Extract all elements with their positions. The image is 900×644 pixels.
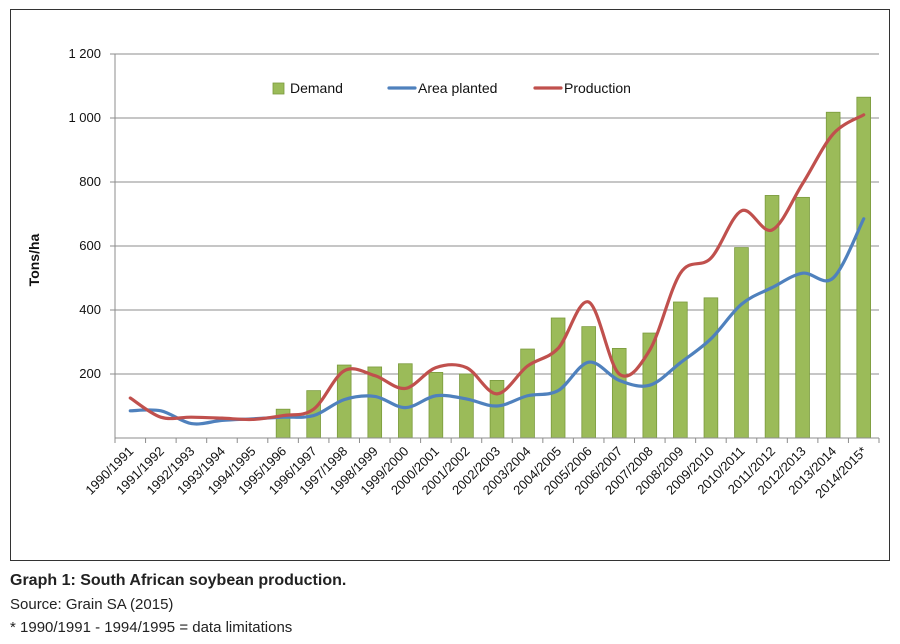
bar-demand-20012002: [459, 373, 474, 439]
legend-label-area-planted: Area planted: [418, 80, 497, 96]
point-area-planted: [802, 273, 803, 274]
point-area-planted: [160, 410, 161, 411]
bar-demand-20042005: [550, 317, 566, 439]
point-production: [344, 370, 345, 371]
point-area-planted: [130, 410, 131, 411]
point-production: [405, 388, 406, 389]
y-tick-label: 800: [79, 174, 101, 189]
bar-demand-20122013: [795, 196, 810, 439]
point-area-planted: [374, 396, 375, 397]
point-area-planted: [863, 218, 864, 219]
point-production: [466, 367, 467, 368]
point-production: [374, 375, 375, 376]
bar-demand-20062007: [611, 347, 627, 439]
figure-caption-source: Source: Grain SA (2015): [10, 596, 174, 613]
demand-bars: [275, 96, 871, 439]
point-area-planted: [741, 304, 742, 305]
figure-caption-note: * 1990/1991 - 1994/1995 = data limitatio…: [10, 619, 293, 636]
legend: Demand Area planted Production: [272, 80, 631, 96]
point-area-planted: [466, 398, 467, 399]
legend-label-production: Production: [564, 80, 631, 96]
point-area-planted: [558, 390, 559, 391]
y-tick-label: 1 200: [68, 46, 101, 61]
point-area-planted: [435, 395, 436, 396]
y-tick-labels: 200 400 600 800 1 000 1 200: [68, 46, 101, 381]
y-tick-label: 200: [79, 366, 101, 381]
line-production: [128, 113, 866, 422]
y-tick-label: 400: [79, 302, 101, 317]
point-production: [527, 365, 528, 366]
bar-demand-20102011: [734, 247, 749, 439]
bar-demand-20082009: [673, 301, 688, 439]
point-area-planted: [649, 385, 650, 386]
point-production: [435, 367, 436, 368]
point-production: [588, 301, 589, 302]
y-tick-label: 600: [79, 238, 101, 253]
point-production: [496, 393, 497, 394]
bar-demand-20132014: [825, 111, 841, 439]
figure-caption-title: Graph 1: South African soybean productio…: [10, 572, 347, 589]
point-production: [833, 133, 834, 134]
point-area-planted: [710, 338, 711, 339]
series-lines: [128, 113, 866, 426]
point-production: [130, 397, 131, 398]
point-production: [221, 418, 222, 419]
point-production: [771, 229, 772, 230]
legend-label-demand: Demand: [290, 80, 343, 96]
point-production: [680, 273, 681, 274]
point-production: [282, 415, 283, 416]
point-area-planted: [619, 380, 620, 381]
point-area-planted: [833, 277, 834, 278]
y-tick-label: 1 000: [68, 110, 101, 125]
bar-demand-20022003: [489, 379, 505, 439]
point-production: [649, 349, 650, 350]
chart-frame: 200 400 600 800 1 000 1 200 1990/1991 1991/199…: [10, 9, 890, 561]
bar-demand-20052006: [581, 326, 596, 439]
point-area-planted: [588, 362, 589, 363]
bar-demand-20002001: [428, 371, 444, 439]
bar-demand-19992000: [398, 363, 413, 439]
point-area-planted: [771, 287, 772, 288]
y-axis-label: Tons/ha: [26, 233, 42, 286]
point-area-planted: [527, 395, 528, 396]
point-production: [191, 417, 192, 418]
bar-demand-20112012: [764, 195, 780, 439]
point-area-planted: [405, 407, 406, 408]
point-area-planted: [496, 405, 497, 406]
point-area-planted: [313, 415, 314, 416]
point-production: [619, 373, 620, 374]
legend-swatch-demand: [272, 82, 285, 95]
point-production: [863, 114, 864, 115]
chart: 200 400 600 800 1 000 1 200 1990/19911991/199…: [26, 46, 880, 502]
point-area-planted: [680, 362, 681, 363]
point-production: [710, 258, 711, 259]
x-tick-labels: 1990/19911991/19921992/19931993/19941994…: [82, 444, 870, 502]
point-area-planted: [221, 420, 222, 421]
point-production: [313, 409, 314, 410]
axes: [110, 53, 880, 443]
point-production: [741, 210, 742, 211]
point-area-planted: [191, 423, 192, 424]
point-production: [802, 183, 803, 184]
point-area-planted: [344, 399, 345, 400]
point-production: [160, 417, 161, 418]
point-production: [252, 419, 253, 420]
bar-demand-20142015: [856, 96, 871, 439]
point-production: [558, 348, 559, 349]
gridlines: [115, 53, 879, 375]
bar-demand-20092010: [703, 297, 719, 439]
